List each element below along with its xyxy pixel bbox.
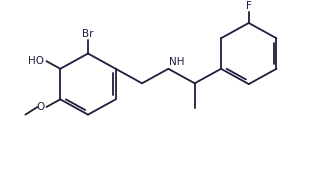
Text: HO: HO bbox=[28, 56, 44, 66]
Text: NH: NH bbox=[169, 57, 185, 67]
Text: F: F bbox=[246, 1, 252, 11]
Text: O: O bbox=[36, 102, 44, 112]
Text: Br: Br bbox=[82, 29, 94, 39]
